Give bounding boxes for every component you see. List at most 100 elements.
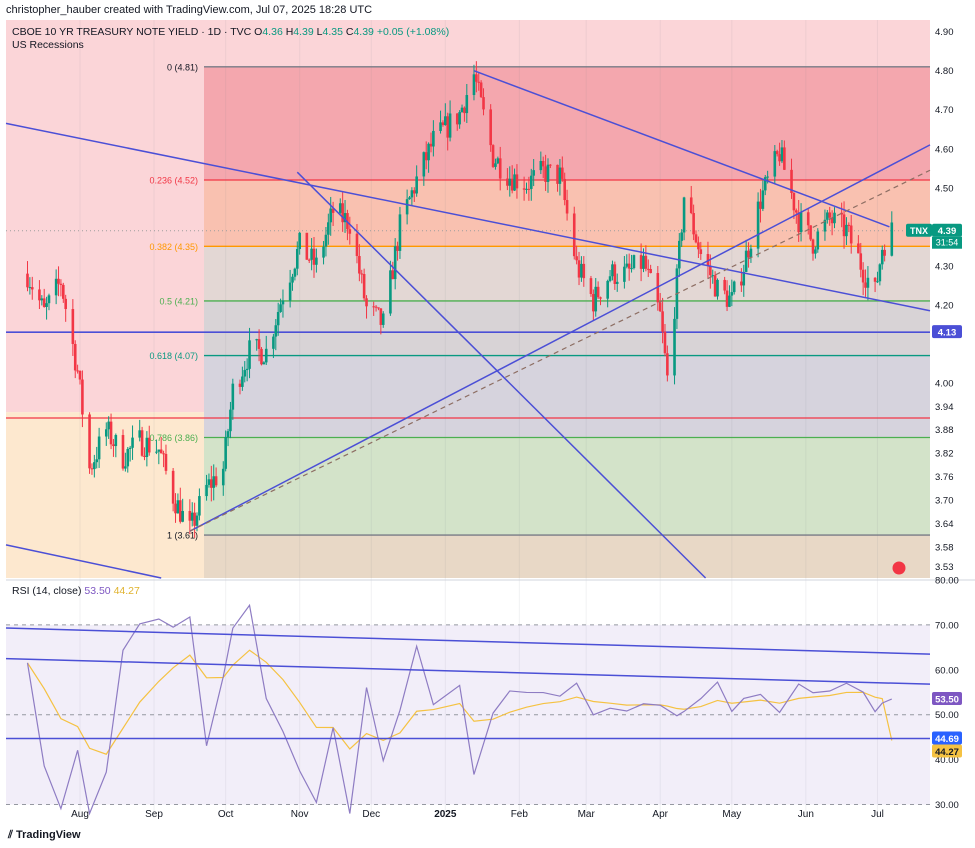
candle-body [639,255,643,269]
candle-body [833,212,836,224]
y-tick-label: 4.90 [935,27,954,38]
trendline-lower-channel [5,544,162,579]
candle-body [279,304,282,312]
candle-body [811,239,815,254]
x-tick-label: Jun [798,809,814,820]
candle-body [799,212,803,233]
candle-body [128,447,132,449]
countdown-badge-text: 31:54 [936,238,959,248]
candle-body [212,476,216,488]
recession-band-upper [6,20,204,413]
candle-body [260,348,263,365]
brand-text: TradingView [15,829,81,841]
countdown-badge-bg [932,236,962,249]
candle-body [298,232,301,250]
fib-zone [204,66,930,180]
rsi-y-tick-label: 60.00 [935,665,959,676]
candle-body [830,217,834,224]
candle-body [828,212,832,218]
candle-body [288,282,292,301]
x-tick-label: Nov [291,809,309,820]
candle-body [324,234,328,247]
ohlc-open: 4.36 [262,26,283,38]
level-413-badge-text: 4.13 [938,328,957,339]
candle-body [224,437,227,469]
symbol-title[interactable]: CBOE 10 YR TREASURY NOTE YIELD · 1D · TV… [12,26,252,38]
rsi-value: 53.50 [84,585,111,597]
fib-level-label: 0 (4.81) [167,62,198,72]
candle-body [78,370,82,380]
x-tick-label: Aug [71,809,89,820]
candle-body [389,270,392,314]
candle-body [577,260,581,278]
candle-body [315,257,318,265]
candle-body [112,444,115,447]
last-price-badge: 4.39 [932,223,962,237]
candle-body [276,311,280,326]
candle-body [491,145,495,167]
tradingview-logo[interactable]: ⫽ TradingView [8,829,81,842]
candle-body [64,298,67,310]
level-413-badge-bg [932,325,962,339]
candle-body [680,232,683,241]
candle-body [847,224,851,226]
candle-body [114,435,118,447]
fib-level-label: 0.786 (3.86) [149,433,198,443]
fib-zone [204,355,930,438]
rsi-value-badge-bg [932,692,962,705]
candle-body [756,201,760,249]
candle-body [644,255,648,269]
rsi-header[interactable]: RSI (14, close) 53.50 44.27 [12,585,140,597]
candle-body [360,273,364,275]
y-tick-label: 3.53 [935,562,954,573]
candle-body [398,214,402,251]
ohlc-h-label: H [285,26,294,38]
candle-body [81,379,84,415]
candle-body [293,268,297,277]
candle-body [880,249,884,265]
candle-body [475,74,478,82]
last-price-badge-text: 4.39 [938,226,957,237]
y-tick-label: 4.80 [935,66,954,77]
candle-body [465,95,469,114]
candle-body [646,268,650,270]
candle-body [107,421,110,430]
candle-body [477,81,481,83]
candle-body [272,336,275,349]
candle-body [295,249,299,269]
candle-body [589,278,593,294]
candle-body [405,199,409,215]
candle-body [162,453,165,455]
ohlc-o-label: O [254,26,263,38]
y-tick-label: 4.50 [935,183,954,194]
fib-zone [204,535,930,578]
x-tick-label: Apr [652,809,668,820]
y-tick-label: 3.94 [935,402,954,413]
rsi-ma-badge-text: 44.27 [935,747,959,758]
candle-body [606,280,609,299]
candle-body [42,298,46,307]
rsi-ma-value: 44.27 [113,585,140,597]
candle-body [663,331,667,354]
candle-body [140,430,144,456]
candle-body [441,122,445,126]
candle-body [205,484,208,497]
candle-body [790,169,793,193]
candle-body [866,277,870,288]
candle-body [458,112,461,125]
candle-body [109,421,113,445]
candle-body [711,275,715,277]
candle-body [742,271,746,286]
candle-body [625,263,629,267]
candle-body [439,122,442,131]
candle-body [155,451,158,453]
candle-body [379,308,383,325]
candle-body [572,213,576,257]
candle-body [410,190,414,198]
indicator-label[interactable]: US Recessions [12,39,84,51]
candle-body [649,269,652,274]
candle-body [210,479,213,488]
candle-body [93,462,96,470]
candle-body [508,178,512,186]
